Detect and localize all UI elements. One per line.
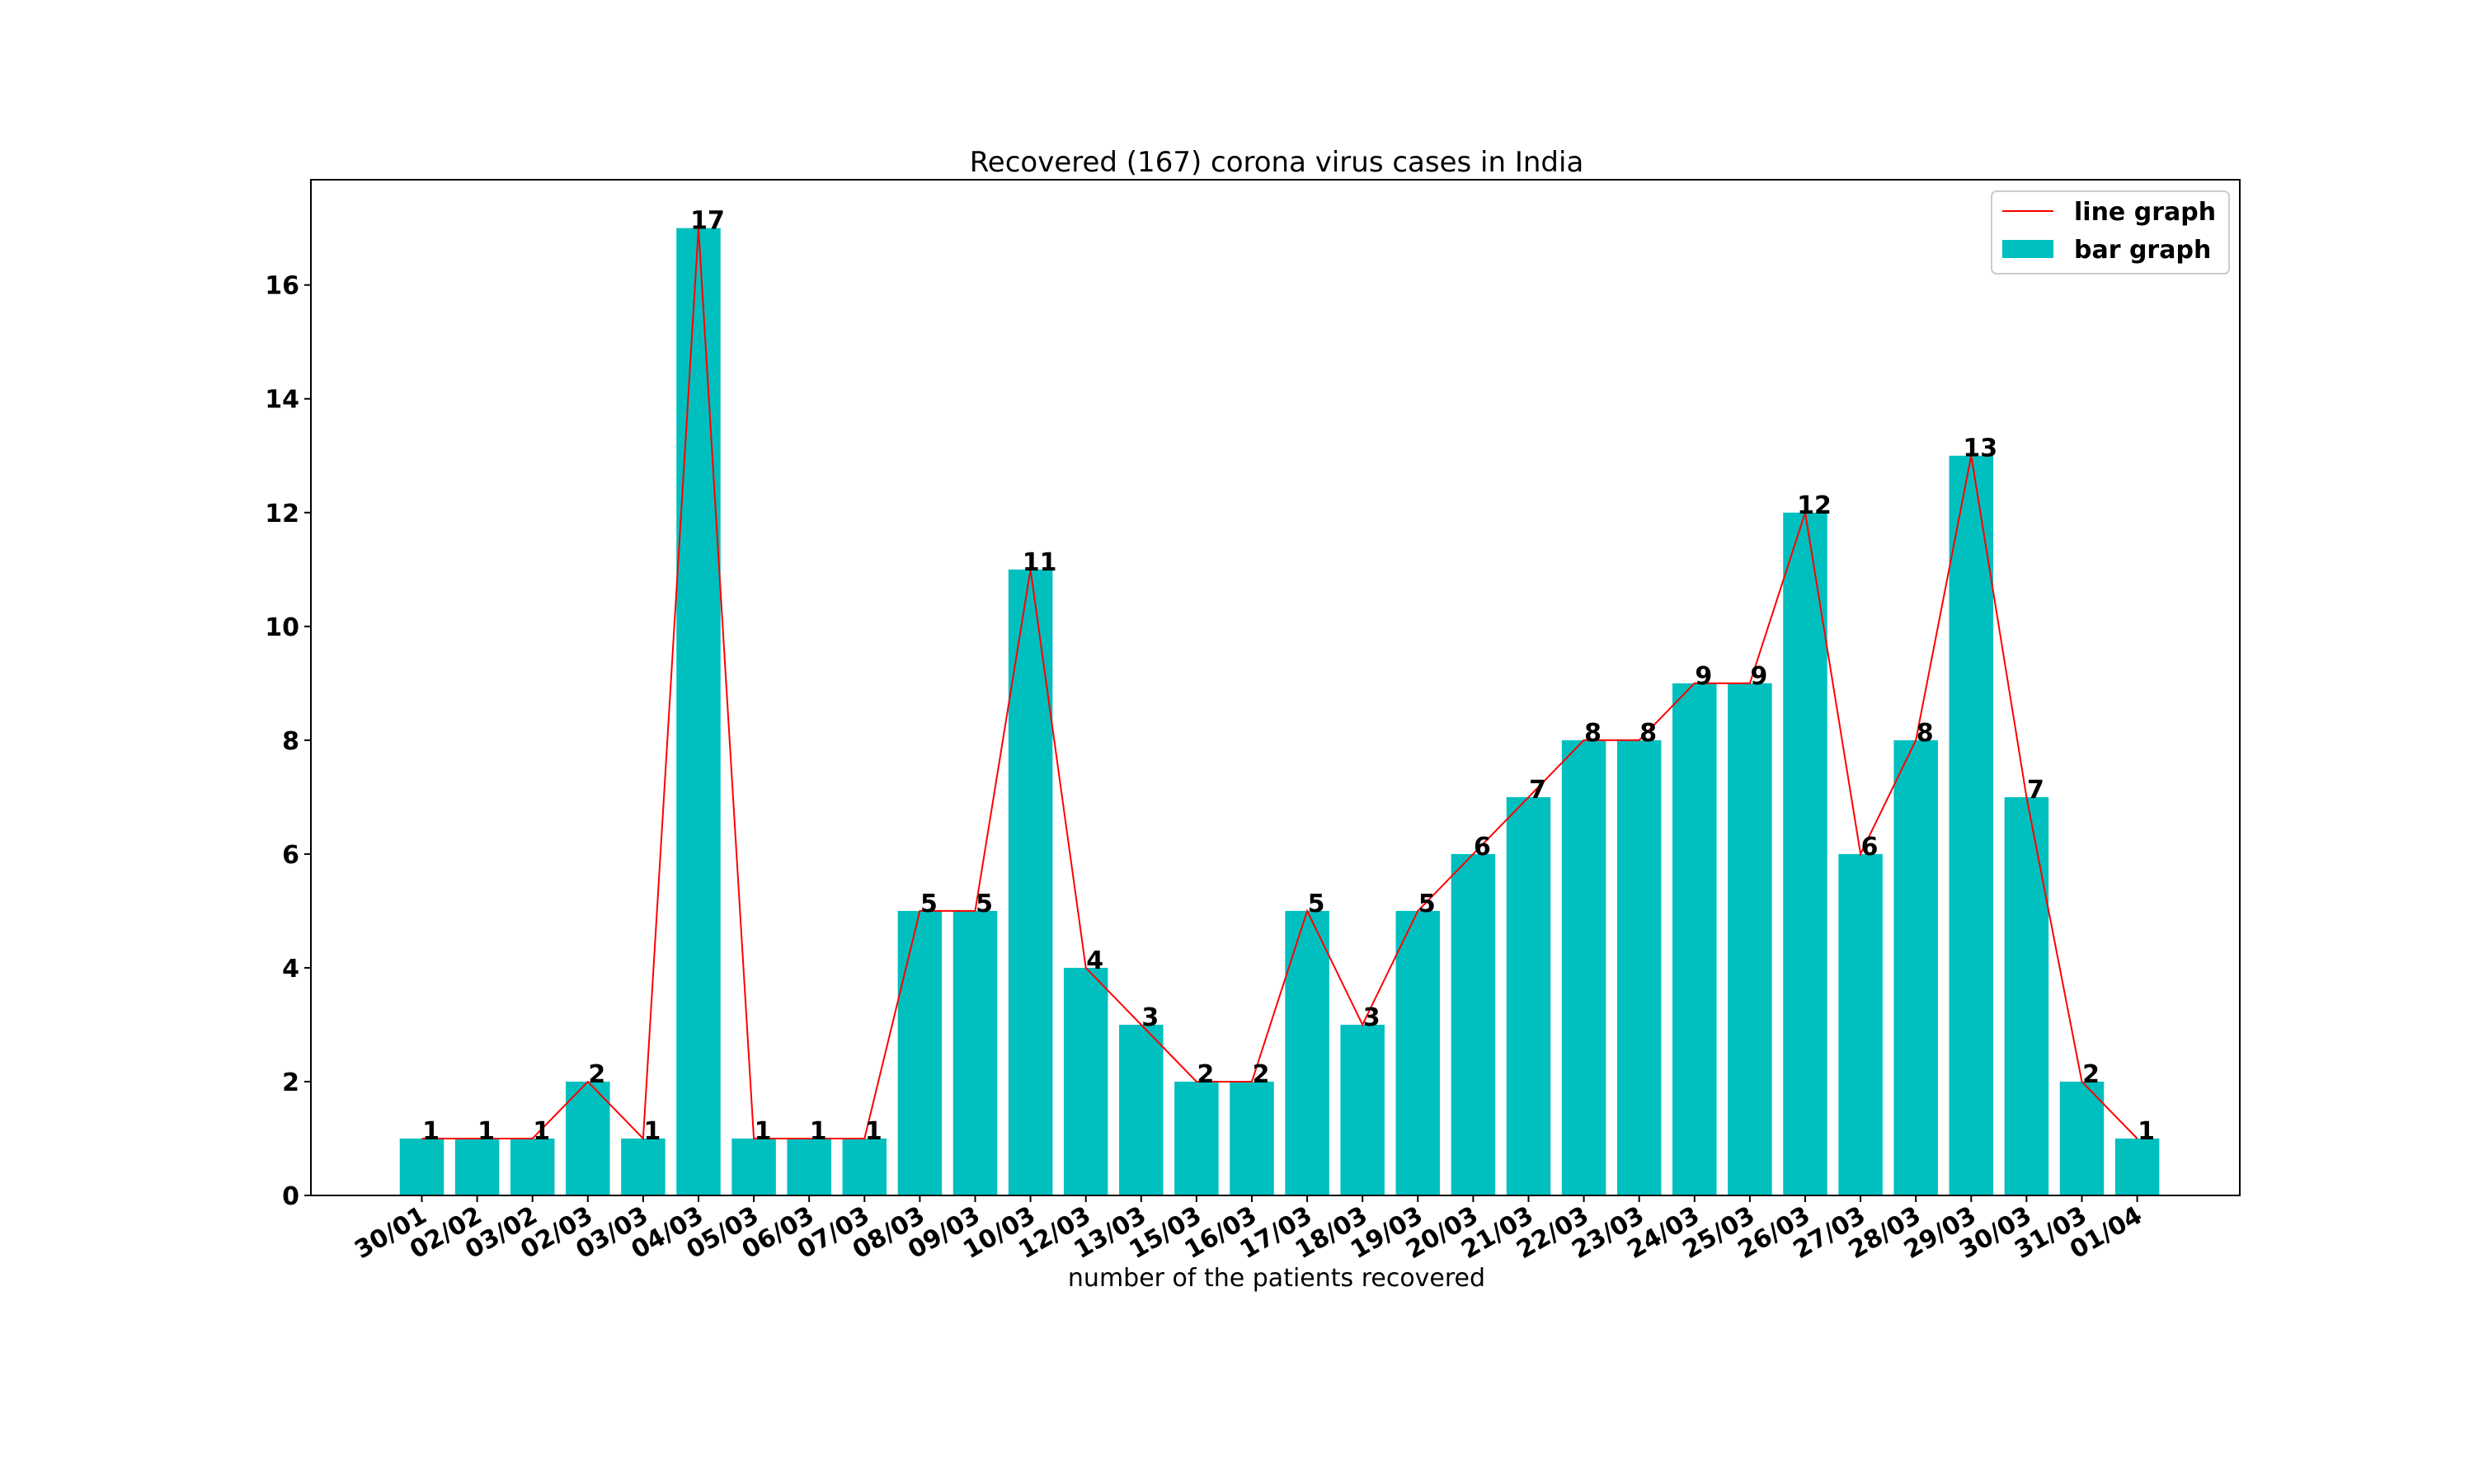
y-tick-label: 6 (282, 841, 299, 870)
bar (1728, 683, 1772, 1195)
line-group (421, 228, 2138, 1141)
data-label: 17 (690, 207, 725, 236)
bar (787, 1138, 831, 1195)
data-label: 8 (1917, 719, 1934, 748)
y-tick-label: 0 (282, 1182, 299, 1211)
bar (1119, 1024, 1164, 1195)
bar (399, 1138, 444, 1195)
bar (1340, 1024, 1385, 1195)
bar (510, 1138, 555, 1195)
data-label: 11 (1023, 548, 1057, 577)
bar (621, 1138, 666, 1195)
data-label: 12 (1797, 491, 1832, 520)
bar (676, 228, 721, 1196)
data-label: 8 (1639, 719, 1657, 748)
y-axis: 0 2 4 6 8 10 12 14 16 (265, 272, 311, 1211)
bar (897, 910, 943, 1195)
data-label: 9 (1695, 662, 1712, 691)
bar (1230, 1081, 1274, 1195)
data-label: 5 (920, 890, 938, 918)
data-label: 1 (865, 1117, 882, 1146)
data-label: 8 (1584, 719, 1602, 748)
legend: line graph bar graph (1991, 190, 2230, 275)
bar (1063, 967, 1108, 1195)
data-label: 2 (588, 1060, 605, 1089)
bar (1561, 740, 1606, 1195)
x-axis-label: number of the patients recovered (1068, 1264, 1485, 1293)
data-label: 4 (1086, 946, 1103, 975)
bar (2114, 1138, 2160, 1195)
data-label: 1 (422, 1117, 440, 1146)
bar (1395, 910, 1441, 1195)
y-tick-label: 12 (265, 500, 299, 528)
bar (1285, 910, 1329, 1195)
data-label: 5 (1308, 890, 1325, 918)
bar (1451, 853, 1496, 1195)
chart-title: Recovered (167) corona virus cases in In… (970, 146, 1584, 179)
y-tick-label: 4 (282, 955, 299, 984)
bar (1949, 455, 1994, 1195)
data-label: 6 (1474, 833, 1491, 862)
bar (2059, 1081, 2105, 1195)
y-tick-label: 10 (265, 613, 299, 642)
bar (731, 1138, 776, 1195)
data-label: 1 (477, 1117, 495, 1146)
bar (1174, 1081, 1219, 1195)
bar (2004, 796, 2049, 1195)
data-label: 3 (1141, 1003, 1159, 1032)
bar (1838, 853, 1883, 1195)
series-line (421, 228, 2138, 1141)
bar (1893, 740, 1938, 1195)
data-label: 5 (976, 890, 993, 918)
plot-frame (310, 179, 2241, 1196)
bar (952, 910, 998, 1195)
legend-line-label: line graph (2074, 198, 2216, 227)
legend-bar-label: bar graph (2074, 236, 2211, 265)
x-axis: 30/0102/0203/0202/0303/0304/0305/0306/03… (350, 1195, 2147, 1265)
data-label: 6 (1861, 833, 1879, 862)
bar (842, 1138, 887, 1195)
data-label: 2 (1253, 1060, 1270, 1089)
legend-bar-swatch (2002, 240, 2053, 258)
data-label: 2 (1197, 1060, 1214, 1089)
y-tick-label: 2 (282, 1068, 299, 1097)
data-label: 1 (755, 1117, 772, 1146)
data-label: 7 (2027, 776, 2044, 805)
data-label: 2 (2082, 1060, 2100, 1089)
data-label: 5 (1418, 890, 1436, 918)
data-label: 13 (1963, 434, 1997, 463)
bar (454, 1138, 500, 1195)
bar (1616, 740, 1662, 1195)
data-label: 3 (1363, 1003, 1380, 1032)
y-tick-label: 16 (265, 272, 299, 301)
data-label: 1 (533, 1117, 550, 1146)
bar (1783, 512, 1827, 1195)
data-label: 1 (2138, 1117, 2155, 1146)
data-label: 9 (1750, 662, 1767, 691)
bar (1506, 796, 1551, 1195)
y-tick-label: 8 (282, 727, 299, 756)
bar (566, 1081, 610, 1195)
data-label: 1 (643, 1117, 661, 1146)
bars-group (399, 228, 2160, 1196)
y-tick-label: 14 (265, 386, 299, 415)
data-label: 1 (810, 1117, 827, 1146)
data-label: 7 (1529, 776, 1546, 805)
bar (1672, 683, 1717, 1195)
